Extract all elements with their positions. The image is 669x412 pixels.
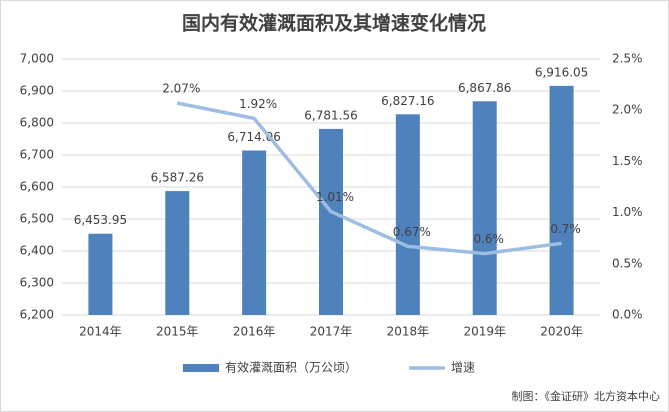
y-tick-label: 6,700 [20, 148, 54, 162]
y-tick-label: 6,600 [20, 180, 54, 194]
y2-tick-label: 0.0% [612, 308, 643, 322]
line-value-label: 0.67% [393, 225, 431, 239]
line-value-label: 2.07% [162, 82, 200, 96]
bar-value-label: 6,781.56 [304, 108, 357, 122]
bar [165, 191, 190, 315]
x-tick-label: 2015年 [156, 325, 199, 339]
x-tick-label: 2014年 [79, 325, 122, 339]
y-tick-label: 6,300 [20, 276, 54, 290]
y2-tick-label: 2.5% [612, 52, 643, 66]
line-value-label: 0.6% [473, 232, 504, 246]
x-tick-label: 2020年 [540, 325, 583, 339]
legend-label: 增速 [451, 361, 475, 375]
bar [319, 128, 343, 315]
line [176, 101, 562, 256]
bar-value-label: 6,453.95 [74, 213, 127, 227]
line-value-label: 1.92% [239, 97, 277, 111]
x-tick-label: 2017年 [310, 325, 353, 339]
y-tick-label: 6,900 [20, 84, 54, 98]
y-tick-label: 6,500 [20, 212, 54, 226]
y2-tick-label: 1.5% [612, 154, 643, 168]
y-tick-label: 6,800 [20, 116, 54, 130]
line-value-label: 0.7% [550, 222, 581, 236]
bar-value-label: 6,916.05 [535, 65, 588, 79]
bar [472, 101, 497, 316]
bar [549, 85, 574, 315]
y-tick-label: 6,200 [20, 308, 54, 322]
y-tick-label: 6,400 [20, 244, 54, 258]
line-value-label: 1.01% [316, 190, 354, 204]
y2-tick-label: 0.5% [612, 256, 643, 270]
chart-title: 国内有效灌溉面积及其增速变化情况 [182, 12, 486, 35]
y2-tick-label: 2.0% [612, 103, 643, 117]
bar [88, 233, 113, 315]
legend-label: 有效灌溉面积（万公顷） [225, 360, 357, 375]
bar [242, 150, 267, 315]
legend-swatch [183, 364, 219, 372]
bar [395, 114, 420, 315]
source-note: 制图：《金证研》北方资本中心 [512, 389, 661, 403]
bar-value-label: 6,827.16 [381, 94, 434, 108]
y2-tick-label: 1.0% [612, 205, 643, 219]
bar-value-label: 6,867.86 [458, 81, 511, 95]
x-tick-label: 2016年 [233, 325, 276, 339]
x-tick-label: 2018年 [387, 325, 430, 339]
x-tick-label: 2019年 [463, 325, 506, 339]
bar-value-label: 6,587.26 [151, 171, 204, 185]
y-tick-label: 7,000 [20, 52, 54, 66]
